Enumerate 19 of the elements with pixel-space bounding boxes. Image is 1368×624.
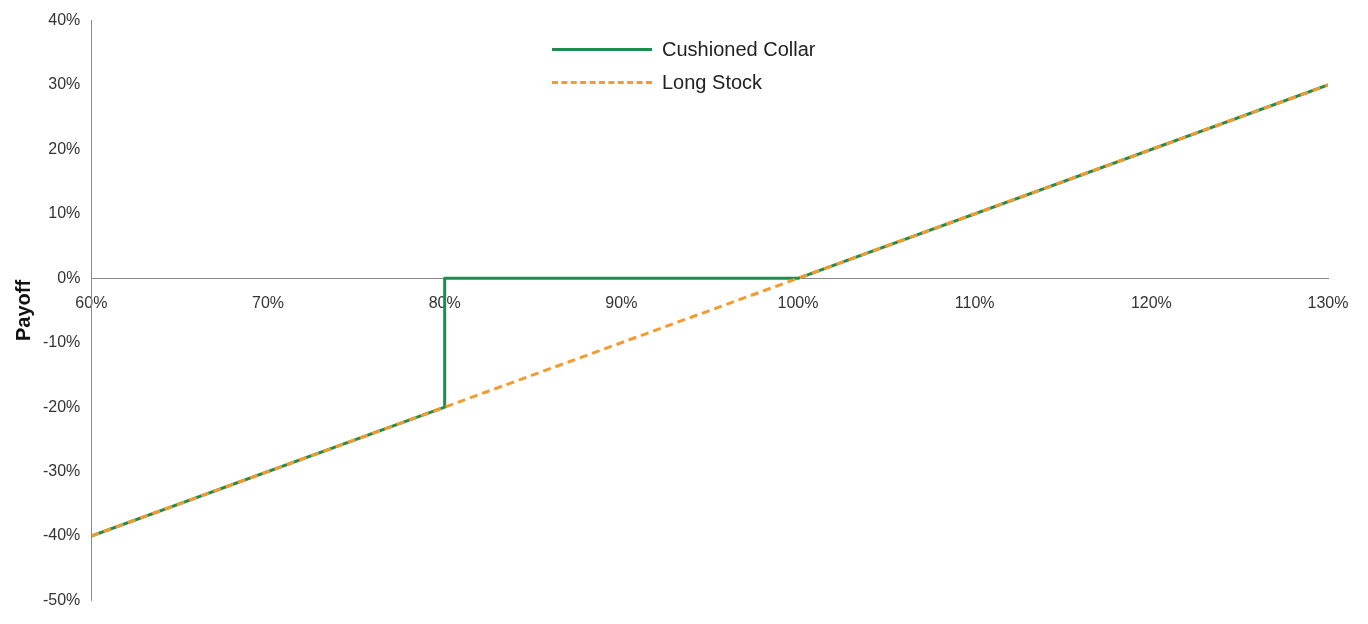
x-tick-label: 120% (1130, 294, 1172, 312)
legend-label: Cushioned Collar (662, 38, 816, 61)
y-tick-label: -30% (42, 461, 81, 479)
y-tick-label: 30% (48, 75, 81, 93)
legend-label: Long Stock (662, 71, 763, 94)
y-tick-label: -40% (42, 526, 81, 544)
y-tick-label: -20% (42, 397, 81, 415)
y-tick-label: 40% (48, 11, 81, 29)
x-tick-label: 100% (777, 294, 819, 312)
x-tick-label: 70% (252, 294, 285, 312)
y-tick-label: 10% (48, 204, 81, 222)
y-tick-label: 0% (57, 268, 81, 286)
x-tick-label: 110% (954, 294, 995, 312)
y-tick-label: 20% (48, 139, 81, 157)
y-axis-title: Payoff (11, 279, 34, 342)
y-tick-label: -10% (42, 333, 81, 351)
x-tick-label: 130% (1307, 294, 1349, 312)
x-tick-label: 90% (605, 294, 638, 312)
y-tick-label: -50% (42, 590, 81, 608)
